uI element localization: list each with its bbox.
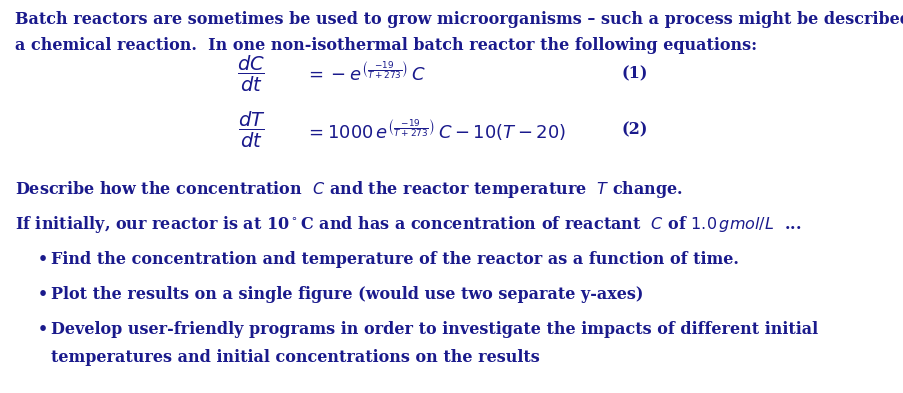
Text: Plot the results on a single figure (would use two separate y-axes): Plot the results on a single figure (wou… (51, 286, 643, 303)
Text: •: • (38, 251, 48, 268)
Text: Develop user-friendly programs in order to investigate the impacts of different : Develop user-friendly programs in order … (51, 321, 817, 338)
Text: Find the concentration and temperature of the reactor as a function of time.: Find the concentration and temperature o… (51, 251, 739, 268)
Text: (1): (1) (621, 65, 647, 82)
Text: •: • (38, 321, 48, 338)
Text: (2): (2) (621, 122, 647, 139)
Text: Describe how the concentration  $C$ and the reactor temperature  $T$ change.: Describe how the concentration $C$ and t… (14, 179, 682, 200)
Text: a chemical reaction.  In one non-isothermal batch reactor the following equation: a chemical reaction. In one non-isotherm… (14, 37, 756, 53)
Text: $\dfrac{dC}{dt}$: $\dfrac{dC}{dt}$ (237, 53, 265, 94)
Text: If initially, our reactor is at 10$^\circ$C and has a concentration of reactant : If initially, our reactor is at 10$^\cir… (14, 214, 801, 235)
Text: $= 1000\,e^{\left(\frac{-19}{T+273}\right)}\,C - 10\left(T - 20\right)$: $= 1000\,e^{\left(\frac{-19}{T+273}\righ… (304, 118, 565, 143)
Text: •: • (38, 286, 48, 303)
Text: temperatures and initial concentrations on the results: temperatures and initial concentrations … (51, 349, 540, 366)
Text: $= -e^{\left(\frac{-19}{T+273}\right)}\,C$: $= -e^{\left(\frac{-19}{T+273}\right)}\,… (304, 62, 425, 85)
Text: $\dfrac{dT}{dt}$: $\dfrac{dT}{dt}$ (237, 110, 265, 150)
Text: Batch reactors are sometimes be used to grow microorganisms – such a process mig: Batch reactors are sometimes be used to … (14, 11, 903, 28)
